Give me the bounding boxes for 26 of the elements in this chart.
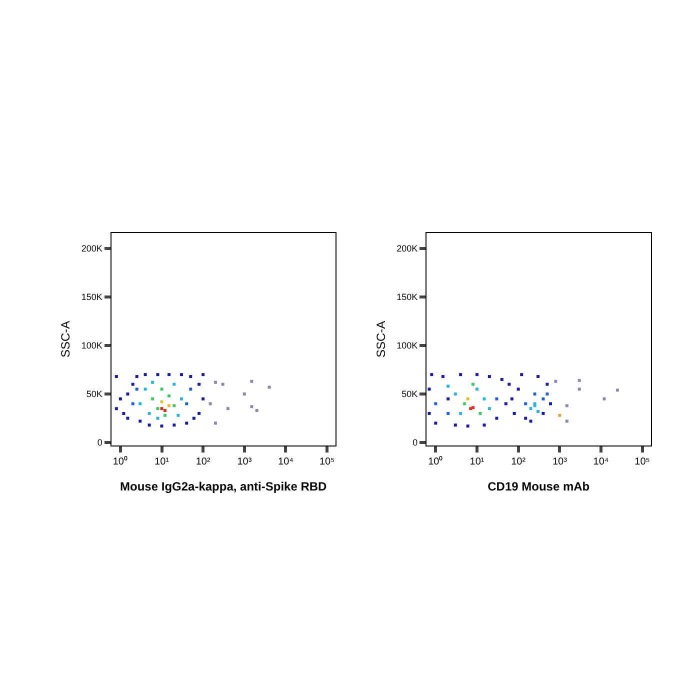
x-axis-title: CD19 Mouse mAb	[488, 479, 590, 494]
y-tick-label: 150K	[396, 292, 418, 302]
y-tick-label: 100K	[396, 340, 418, 351]
x-tick-label: 10⁴	[593, 456, 609, 468]
y-tick-label: 0	[412, 438, 418, 448]
x-tick-label: 10²	[196, 456, 211, 468]
y-tick-label: 0	[97, 438, 102, 448]
y-tick-label: 150K	[81, 292, 102, 302]
y-tick-label: 200K	[396, 244, 418, 254]
x-tick-label: 10⁵	[634, 456, 650, 468]
y-axis-title: SSC-A	[58, 320, 73, 358]
x-tick-label: 10³	[237, 456, 252, 468]
x-tick-label: 10²	[511, 456, 526, 468]
x-tick-label: 10⁰	[112, 455, 128, 468]
x-tick-label: 10¹	[154, 456, 170, 468]
x-tick-label: 10¹	[470, 456, 485, 468]
x-axis-title: Mouse IgG2a-kappa, anti-Spike RBD	[120, 479, 328, 494]
x-tick-label: 10⁴	[278, 456, 294, 468]
x-tick-label: 10³	[552, 456, 568, 468]
x-tick-label: 10⁵	[319, 456, 335, 468]
x-tick-label: 10⁰	[428, 455, 444, 468]
y-tick-label: 100K	[81, 340, 102, 351]
y-tick-label: 50K	[86, 389, 102, 400]
y-tick-label: 200K	[81, 244, 102, 254]
y-tick-label: 50K	[402, 389, 418, 400]
y-axis-title: SSC-A	[374, 320, 388, 358]
